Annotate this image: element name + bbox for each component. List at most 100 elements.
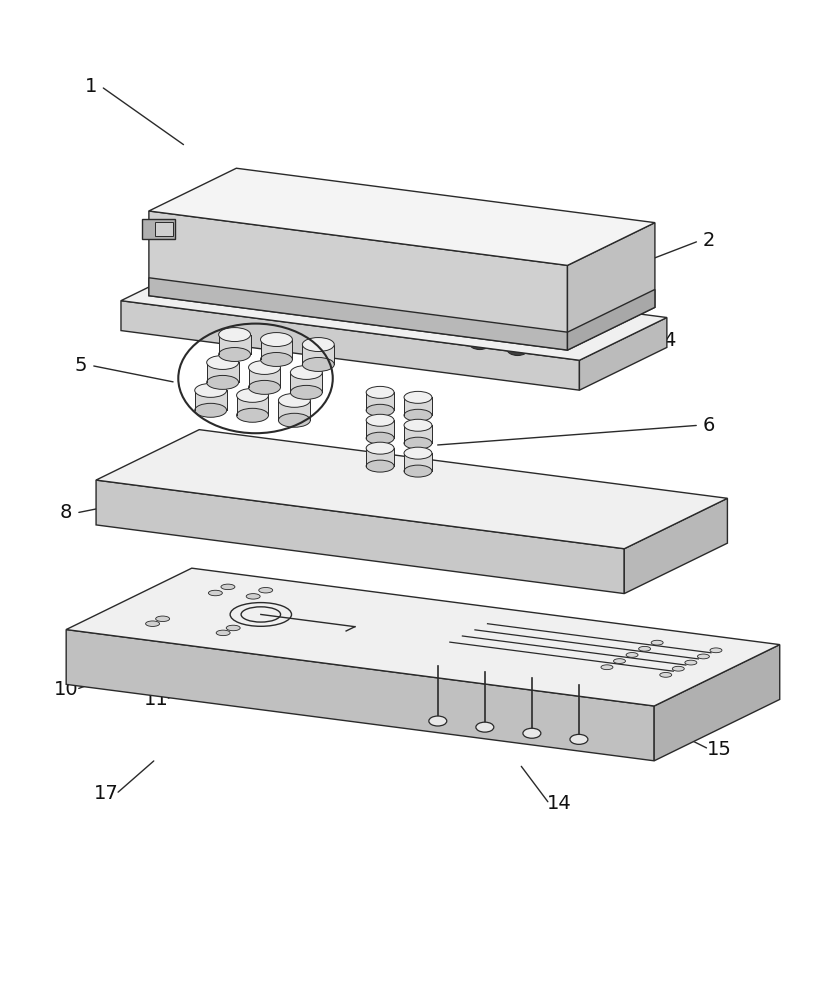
Ellipse shape (404, 437, 432, 449)
Text: 15: 15 (707, 740, 731, 759)
Text: 4: 4 (663, 331, 676, 350)
Ellipse shape (195, 383, 227, 397)
Ellipse shape (221, 584, 235, 590)
Ellipse shape (404, 419, 432, 431)
Polygon shape (96, 430, 727, 549)
Ellipse shape (660, 672, 672, 677)
Text: 2: 2 (703, 231, 715, 250)
Polygon shape (249, 367, 281, 387)
Ellipse shape (254, 456, 297, 473)
Polygon shape (260, 340, 292, 359)
Polygon shape (366, 392, 394, 410)
Ellipse shape (195, 403, 227, 417)
Ellipse shape (404, 409, 432, 421)
Text: 10: 10 (54, 680, 79, 699)
Ellipse shape (197, 450, 241, 468)
Ellipse shape (523, 728, 541, 738)
Ellipse shape (209, 590, 222, 596)
Ellipse shape (290, 385, 322, 399)
Ellipse shape (207, 375, 239, 389)
Ellipse shape (236, 408, 268, 422)
Polygon shape (66, 568, 780, 706)
Polygon shape (96, 480, 624, 594)
Ellipse shape (506, 483, 550, 500)
Ellipse shape (303, 357, 335, 371)
Ellipse shape (404, 465, 432, 477)
Ellipse shape (626, 653, 638, 657)
Ellipse shape (260, 333, 292, 347)
Polygon shape (142, 219, 175, 239)
Ellipse shape (442, 471, 486, 489)
Text: 7: 7 (693, 510, 705, 529)
Polygon shape (290, 372, 322, 392)
Text: 8: 8 (60, 503, 72, 522)
Ellipse shape (476, 722, 494, 732)
Ellipse shape (236, 464, 280, 482)
Ellipse shape (236, 388, 268, 402)
Ellipse shape (614, 659, 626, 663)
Polygon shape (155, 222, 173, 236)
Polygon shape (404, 397, 432, 415)
Text: 17: 17 (93, 784, 119, 803)
Text: 11: 11 (143, 690, 169, 709)
Ellipse shape (429, 716, 447, 726)
Ellipse shape (227, 625, 240, 631)
Ellipse shape (155, 616, 169, 622)
Polygon shape (149, 211, 568, 350)
Ellipse shape (278, 393, 310, 407)
Polygon shape (404, 453, 432, 471)
Ellipse shape (601, 665, 613, 670)
Polygon shape (568, 289, 655, 350)
Polygon shape (121, 258, 667, 360)
Polygon shape (66, 630, 654, 761)
Polygon shape (278, 400, 310, 420)
Text: 6: 6 (703, 416, 715, 435)
Ellipse shape (309, 461, 353, 479)
Ellipse shape (303, 338, 335, 352)
Text: 13: 13 (587, 665, 612, 684)
Ellipse shape (366, 386, 394, 398)
Ellipse shape (639, 646, 650, 651)
Ellipse shape (570, 734, 588, 744)
Ellipse shape (218, 348, 250, 361)
Polygon shape (207, 362, 239, 382)
Text: 12: 12 (478, 650, 502, 669)
Ellipse shape (366, 414, 394, 426)
Ellipse shape (698, 654, 709, 659)
Ellipse shape (685, 660, 697, 665)
Ellipse shape (672, 666, 685, 671)
Text: 14: 14 (547, 794, 572, 813)
Polygon shape (236, 395, 268, 415)
Polygon shape (218, 335, 250, 354)
Ellipse shape (215, 442, 258, 459)
Ellipse shape (216, 630, 230, 636)
Ellipse shape (366, 460, 394, 472)
Ellipse shape (249, 360, 281, 374)
Ellipse shape (246, 594, 260, 599)
Ellipse shape (710, 648, 722, 653)
Ellipse shape (366, 442, 394, 454)
Ellipse shape (218, 328, 250, 342)
Ellipse shape (421, 481, 465, 499)
Ellipse shape (343, 477, 386, 495)
Ellipse shape (404, 391, 432, 403)
Ellipse shape (326, 452, 371, 470)
Polygon shape (579, 318, 667, 390)
Ellipse shape (207, 355, 239, 369)
Text: 5: 5 (75, 356, 88, 375)
Ellipse shape (366, 404, 394, 416)
Polygon shape (654, 645, 780, 761)
Polygon shape (121, 301, 579, 390)
Polygon shape (303, 345, 335, 364)
Polygon shape (404, 425, 432, 443)
Ellipse shape (271, 447, 315, 465)
Polygon shape (149, 168, 655, 265)
Polygon shape (366, 448, 394, 466)
Ellipse shape (278, 413, 310, 427)
Polygon shape (195, 390, 227, 410)
Ellipse shape (260, 353, 292, 366)
Ellipse shape (404, 447, 432, 459)
Polygon shape (624, 498, 727, 594)
Ellipse shape (485, 493, 528, 510)
Ellipse shape (366, 432, 394, 444)
